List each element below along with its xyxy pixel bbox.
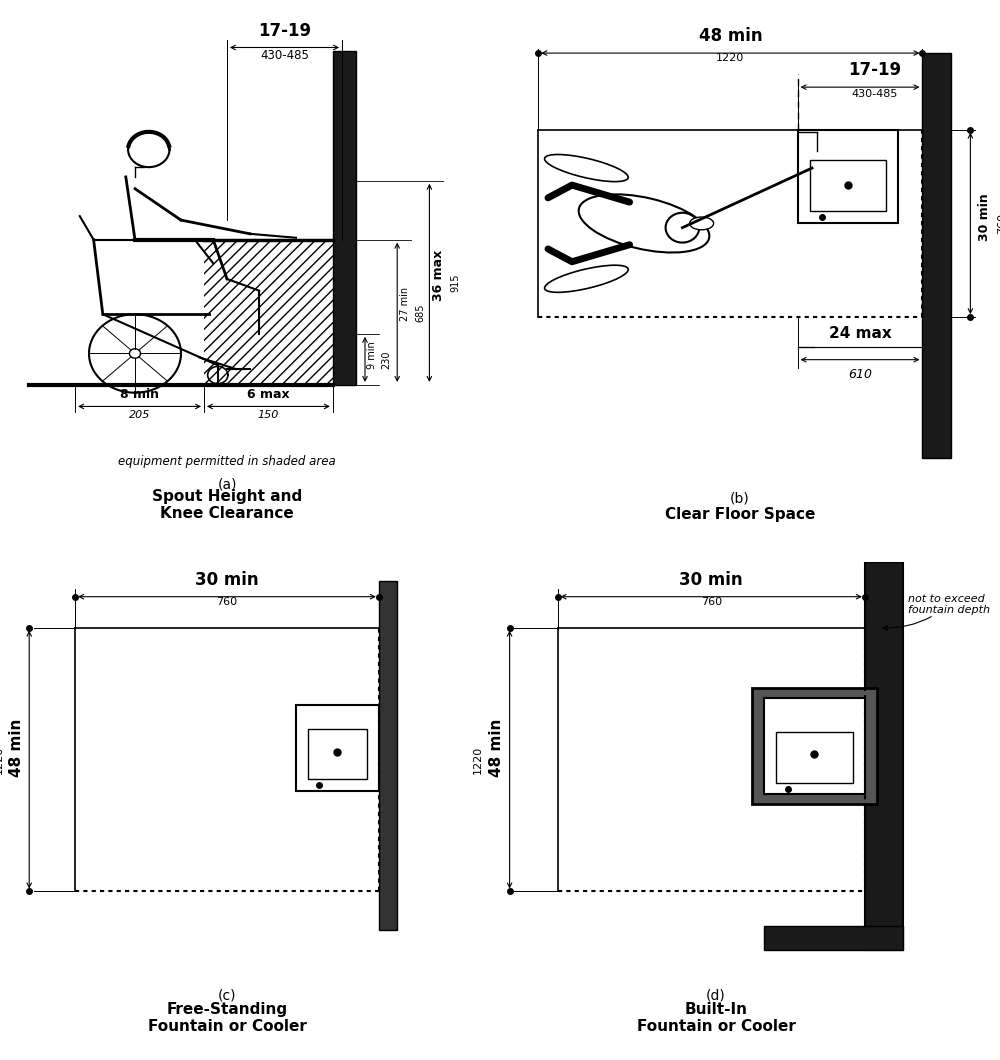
Bar bbox=[764, 926, 903, 950]
Text: (a): (a) bbox=[217, 477, 237, 491]
Text: 24 max: 24 max bbox=[829, 325, 891, 340]
Text: 760: 760 bbox=[997, 213, 1000, 234]
Text: 27 min: 27 min bbox=[400, 287, 410, 321]
Bar bbox=[810, 160, 886, 211]
Text: 17-19: 17-19 bbox=[258, 21, 311, 39]
Text: 760: 760 bbox=[701, 597, 722, 606]
Text: Spout Height and
Knee Clearance: Spout Height and Knee Clearance bbox=[152, 489, 302, 522]
Ellipse shape bbox=[690, 217, 714, 230]
Text: 150: 150 bbox=[258, 410, 279, 421]
Bar bbox=[308, 728, 367, 779]
Text: 30 min: 30 min bbox=[978, 193, 991, 241]
Text: 36 max: 36 max bbox=[432, 249, 445, 301]
Text: 430-485: 430-485 bbox=[260, 50, 309, 63]
Text: 1220: 1220 bbox=[0, 745, 4, 774]
Text: Free-Standing
Fountain or Cooler: Free-Standing Fountain or Cooler bbox=[148, 1002, 306, 1035]
Text: 230: 230 bbox=[381, 350, 391, 369]
Text: 205: 205 bbox=[129, 410, 150, 421]
Bar bbox=[333, 52, 356, 385]
Bar bbox=[865, 562, 903, 950]
Text: 760: 760 bbox=[216, 597, 238, 606]
Text: 17-19: 17-19 bbox=[848, 61, 901, 80]
Text: not to exceed
fountain depth: not to exceed fountain depth bbox=[883, 594, 990, 631]
Ellipse shape bbox=[545, 265, 628, 293]
Text: 48 min: 48 min bbox=[9, 719, 24, 777]
Text: (c): (c) bbox=[218, 988, 236, 1003]
Ellipse shape bbox=[579, 194, 709, 252]
Bar bbox=[379, 581, 397, 931]
Text: 1220: 1220 bbox=[716, 53, 745, 64]
Text: 1220: 1220 bbox=[473, 745, 483, 774]
Text: 610: 610 bbox=[848, 368, 872, 382]
Text: 8 min: 8 min bbox=[120, 388, 159, 401]
Text: 48 min: 48 min bbox=[699, 26, 762, 45]
Ellipse shape bbox=[666, 213, 699, 243]
Ellipse shape bbox=[545, 155, 628, 181]
Bar bbox=[922, 53, 951, 458]
Bar bbox=[204, 240, 333, 385]
Text: 48 min: 48 min bbox=[489, 719, 504, 777]
Text: 915: 915 bbox=[450, 273, 460, 293]
Text: 30 min: 30 min bbox=[679, 571, 743, 589]
Text: (b): (b) bbox=[730, 492, 750, 506]
Bar bbox=[764, 697, 865, 795]
Bar bbox=[798, 129, 898, 224]
Text: 9 min: 9 min bbox=[367, 341, 377, 369]
Text: (d): (d) bbox=[706, 988, 726, 1003]
Bar bbox=[296, 705, 379, 791]
Text: 6 max: 6 max bbox=[247, 388, 290, 401]
Text: 30 min: 30 min bbox=[195, 571, 259, 589]
Bar bbox=[752, 688, 877, 805]
Text: equipment permitted in shaded area: equipment permitted in shaded area bbox=[118, 456, 336, 469]
Text: Built-In
Fountain or Cooler: Built-In Fountain or Cooler bbox=[637, 1002, 795, 1035]
Bar bbox=[776, 732, 853, 783]
Text: 685: 685 bbox=[416, 303, 426, 321]
Text: 430-485: 430-485 bbox=[851, 89, 898, 100]
Text: Clear Floor Space: Clear Floor Space bbox=[665, 507, 815, 522]
